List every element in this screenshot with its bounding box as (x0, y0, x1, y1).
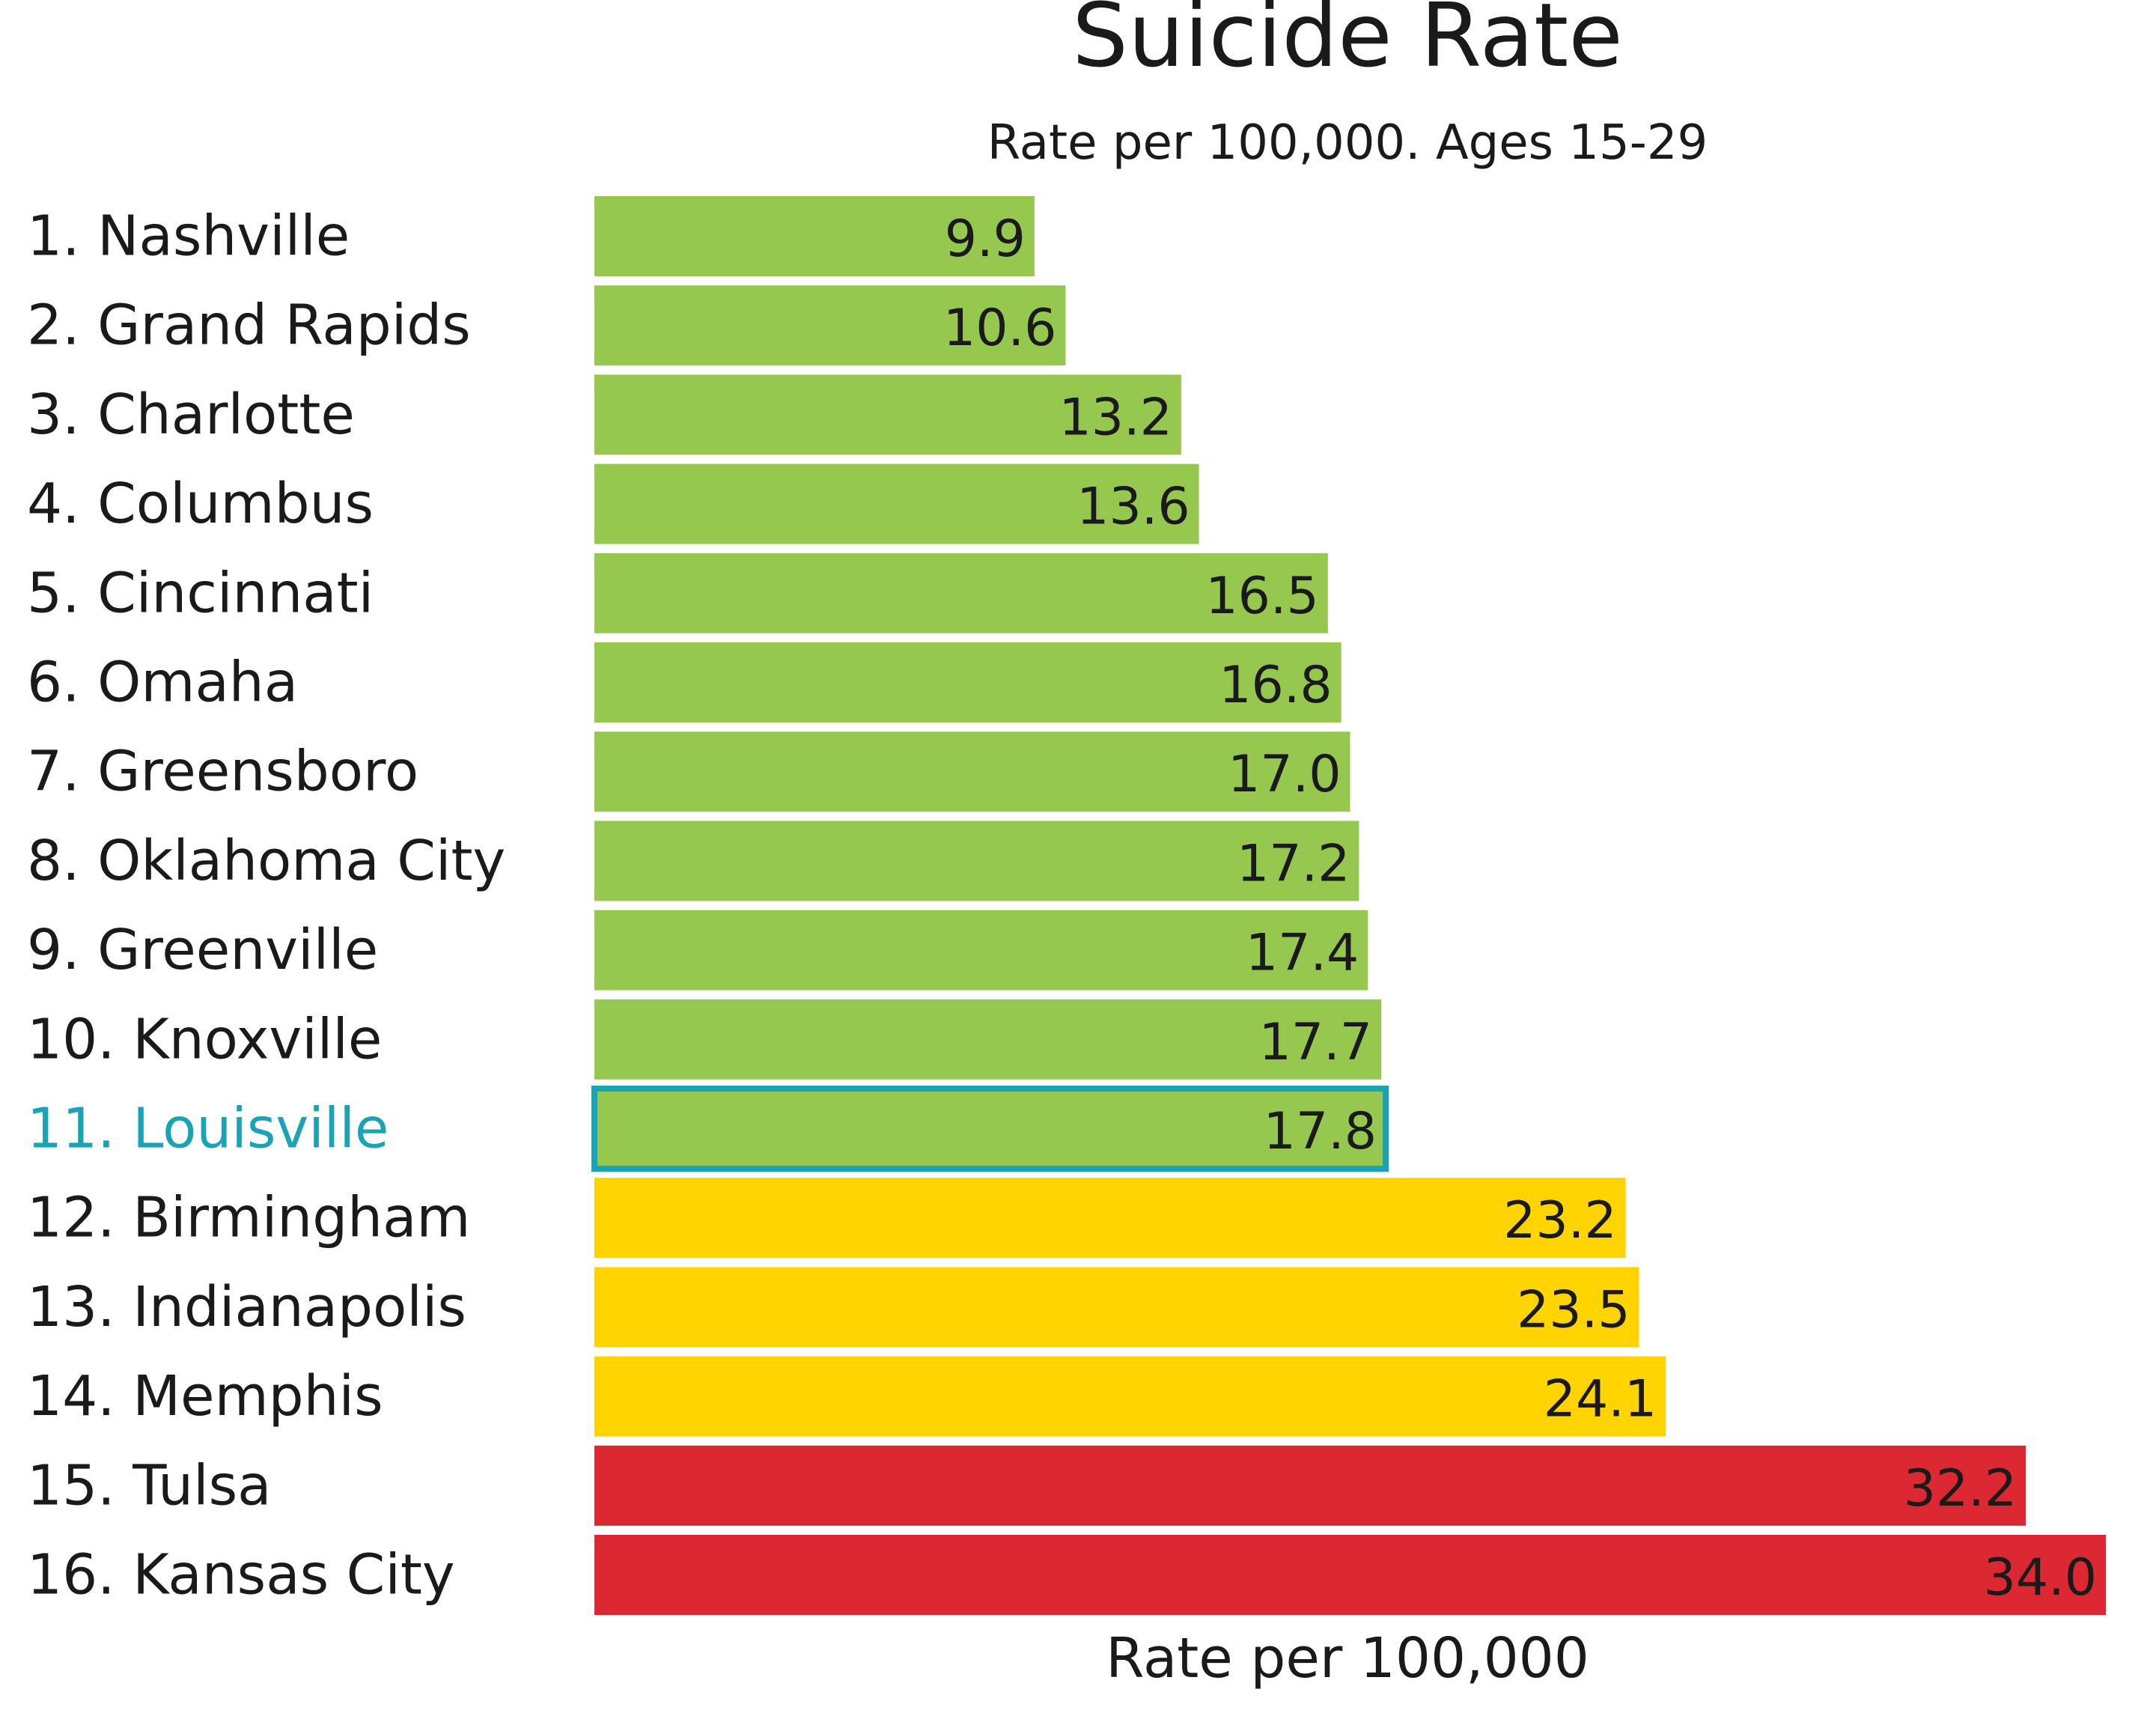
bar (594, 999, 1382, 1080)
data-label: 17.7 (1259, 1013, 1372, 1072)
bar (594, 1178, 1626, 1259)
bar (594, 1535, 2106, 1615)
bar (594, 196, 1035, 276)
data-label: 23.5 (1517, 1280, 1630, 1339)
category-label: 1. Nashville (27, 204, 350, 269)
category-label: 2. Grand Rapids (27, 293, 471, 358)
data-label: 13.6 (1077, 478, 1190, 537)
data-label: 24.1 (1544, 1370, 1657, 1429)
category-label: 16. Kansas City (27, 1543, 455, 1607)
data-label: 17.0 (1228, 745, 1341, 804)
chart-subtitle: Rate per 100,000. Ages 15-29 (987, 115, 1708, 171)
category-label: 15. Tulsa (27, 1453, 272, 1518)
bar (594, 463, 1199, 544)
data-label: 16.8 (1219, 656, 1332, 715)
category-label: 5. Cincinnati (27, 561, 374, 625)
data-label: 17.8 (1264, 1102, 1377, 1161)
data-label: 23.2 (1503, 1191, 1616, 1250)
bar (594, 1356, 1666, 1437)
data-label: 17.2 (1237, 834, 1350, 893)
bar (594, 642, 1342, 722)
category-label: 12. Birmingham (27, 1186, 471, 1250)
bar (594, 553, 1328, 633)
category-label: 13. Indianapolis (27, 1275, 466, 1339)
data-label: 32.2 (1904, 1459, 2017, 1518)
category-label: 9. Greenville (27, 918, 378, 982)
bar (594, 1445, 2026, 1526)
category-label: 10. Knoxville (27, 1007, 382, 1071)
data-label: 13.2 (1059, 388, 1172, 447)
category-label: 6. Omaha (27, 651, 298, 715)
bars-group: 1. Nashville 9.9 2. Grand Rapids 10.6 3. Cha… (27, 196, 2106, 1615)
data-label: 34.0 (1984, 1548, 2097, 1607)
data-label: 16.5 (1205, 567, 1318, 626)
bar (594, 821, 1359, 901)
bar (594, 731, 1350, 812)
bar (594, 1267, 1639, 1348)
category-label: 14. Memphis (27, 1364, 383, 1429)
category-label: 3. Charlotte (27, 383, 355, 447)
chart-title: Suicide Rate (1072, 0, 1623, 87)
data-label: 10.6 (943, 299, 1056, 358)
bar (594, 285, 1066, 366)
category-label: 4. Columbus (27, 472, 374, 536)
bar (594, 374, 1181, 455)
bar (594, 910, 1368, 991)
category-label: 8. Oklahoma City (27, 829, 505, 893)
data-label: 17.4 (1246, 924, 1359, 983)
category-label: 7. Greensboro (27, 740, 418, 804)
data-label: 9.9 (945, 210, 1026, 269)
x-axis-label: Rate per 100,000 (1106, 1626, 1589, 1691)
bar-highlighted (591, 1086, 1389, 1172)
category-label: 11. Louisville (27, 1097, 389, 1161)
